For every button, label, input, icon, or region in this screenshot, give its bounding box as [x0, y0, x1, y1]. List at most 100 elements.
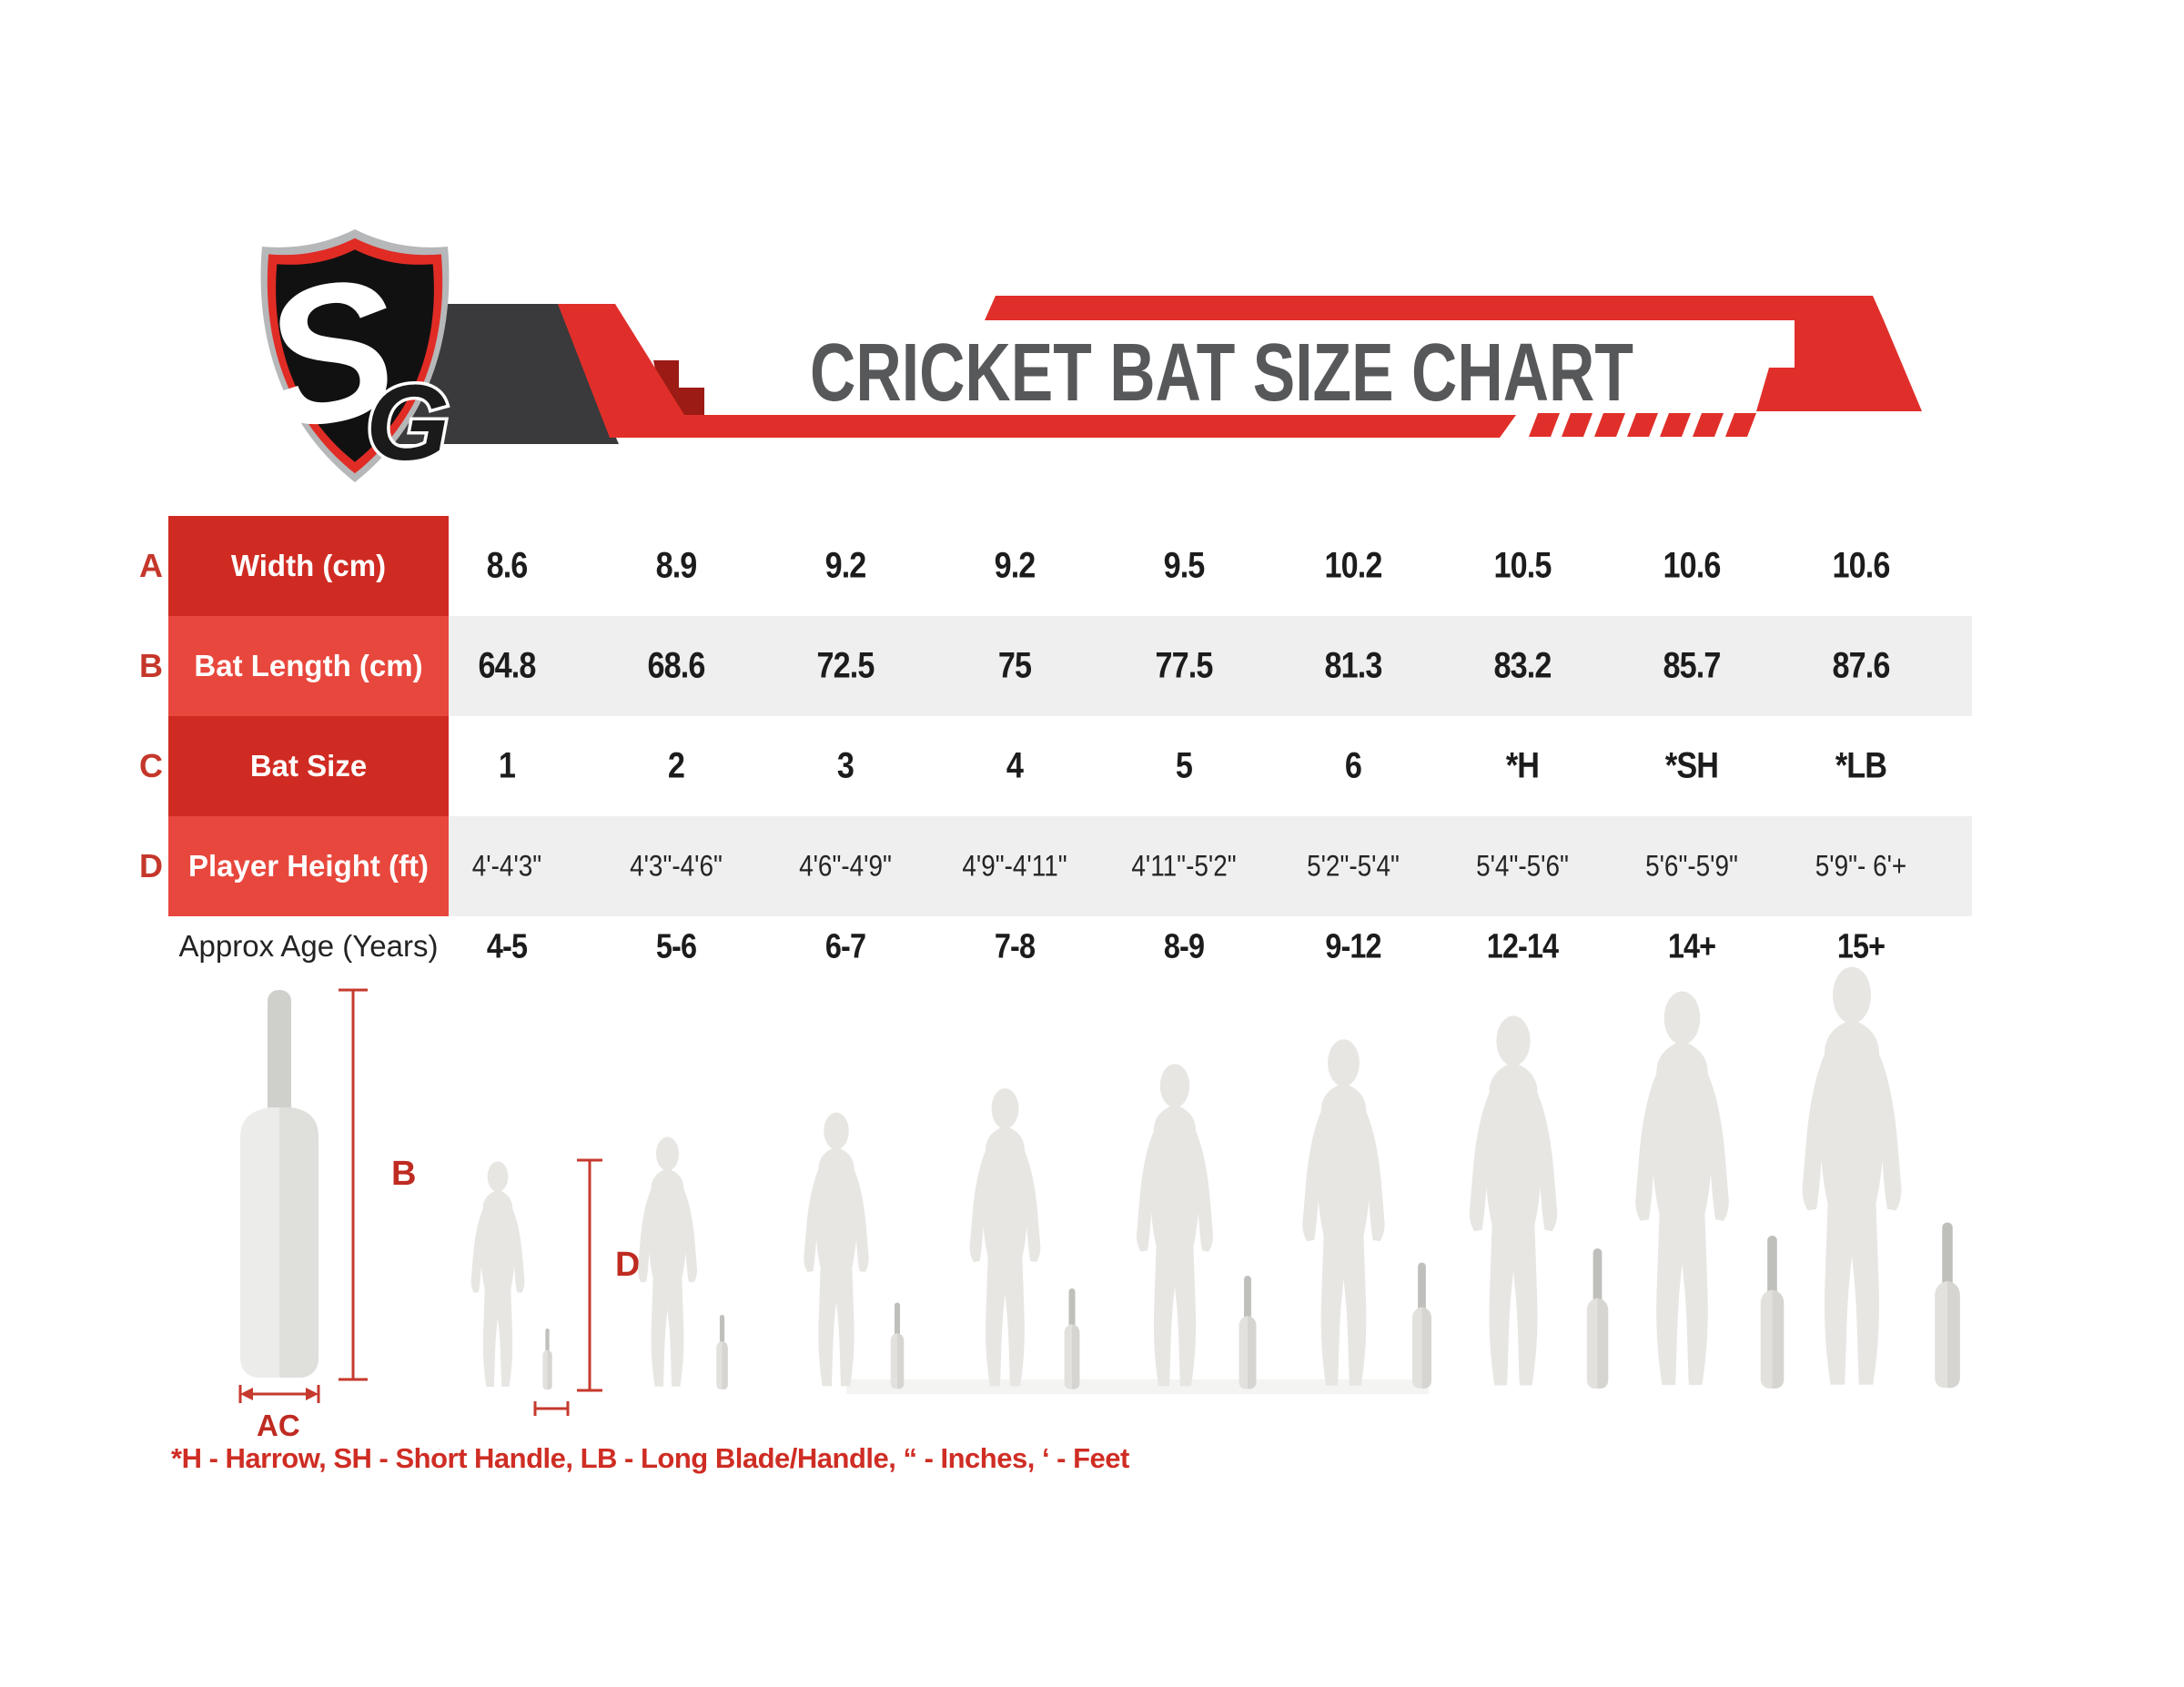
table-cell: 9.2 [824, 545, 867, 586]
table-cell: 1 [498, 745, 516, 786]
player-bat [716, 1315, 728, 1389]
table-cell: 83.2 [1493, 645, 1552, 686]
age-cell: 6-7 [824, 925, 866, 966]
age-cell: 5-6 [655, 925, 697, 966]
table-cell: *SH [1664, 745, 1719, 786]
row-header-width: Width (cm) [168, 516, 449, 616]
table-cell: 10.2 [1324, 545, 1383, 586]
page-title: CRICKET BAT SIZE CHART [810, 328, 1633, 419]
table-cell: 10.6 [1832, 545, 1891, 586]
player-bat [1760, 1236, 1785, 1389]
measure-b-line [339, 988, 368, 1381]
table-cell: 4'11"-5'2" [1131, 848, 1237, 884]
table-cell: 10.5 [1493, 545, 1552, 586]
banner-dark-block [391, 304, 619, 444]
player-figure [1802, 966, 1902, 1385]
measure-ac-label: AC [257, 1409, 300, 1442]
table-cell: 9.5 [1163, 545, 1206, 586]
age-cell: 8-9 [1163, 925, 1205, 966]
table-cell: 2 [667, 745, 685, 786]
player-bat [1412, 1262, 1431, 1389]
table-cell: 5'6"-5'9" [1645, 848, 1738, 884]
measure-d-line [577, 1158, 602, 1392]
bat-diagram: B AC D [238, 988, 640, 1442]
table-cell: 72.5 [816, 645, 875, 686]
banner-end-flag [1756, 320, 1922, 411]
logo-letter-s: S [249, 236, 410, 471]
player-figure [1302, 1039, 1385, 1386]
logo-shield-face [276, 249, 434, 462]
table-cell: 77.5 [1155, 645, 1214, 686]
player-figure [470, 1161, 525, 1388]
table-cell: 5'9"- 6'+ [1815, 848, 1907, 884]
row-letter-a: A [139, 547, 163, 584]
row-header-player-height: Player Height (ft) [168, 816, 449, 916]
player-bat [1935, 1222, 1960, 1389]
row-letter-d: D [139, 847, 163, 884]
measure-d-label: D [615, 1246, 640, 1284]
row-header-bat-length: Bat Length (cm) [168, 616, 449, 716]
table-cell: 5 [1175, 745, 1193, 786]
table-cell: 8.9 [655, 545, 698, 586]
ac-arrowhead-left [240, 1388, 253, 1400]
age-cell: 14+ [1667, 925, 1716, 966]
table-cell: 75 [997, 645, 1032, 686]
table-cell: 4'6"-4'9" [799, 848, 892, 884]
age-cell: 12-14 [1486, 925, 1559, 966]
table-cell: *LB [1835, 745, 1887, 786]
player-bat [890, 1302, 905, 1389]
measure-small-width [533, 1401, 570, 1416]
player-figure [637, 1136, 698, 1387]
row-band-bat-length [449, 616, 1972, 716]
player-bat [1239, 1276, 1257, 1389]
player-figure [1137, 1064, 1213, 1387]
table-cell: 64.8 [478, 645, 537, 686]
player-silhouettes [470, 966, 1960, 1390]
player-bat [542, 1328, 552, 1390]
table-cell: 85.7 [1663, 645, 1722, 686]
age-cell: 7-8 [994, 925, 1036, 966]
footnote: *H - Harrow, SH - Short Handle, LB - Lon… [171, 1442, 1129, 1474]
table-cell: 5'4"-5'6" [1476, 848, 1569, 884]
ground-shadow [846, 1379, 1429, 1394]
player-bat [1064, 1288, 1080, 1389]
age-cell: 15+ [1836, 925, 1886, 966]
player-figure [1469, 1015, 1558, 1386]
measure-b-label: B [391, 1155, 416, 1193]
table-cell: 5'2"-5'4" [1307, 848, 1400, 884]
table-cell: 8.6 [486, 545, 529, 586]
player-figure [804, 1112, 869, 1387]
player-figure [969, 1088, 1041, 1387]
banner-top-stripe [985, 296, 1884, 320]
row-band-player-height [449, 816, 1972, 916]
banner-dashes [1529, 413, 1756, 437]
row-letter-c: C [139, 747, 163, 784]
player-bat [1586, 1248, 1609, 1389]
row-letter-b: B [139, 647, 163, 684]
bat-handle [268, 990, 291, 1126]
table-cell: 4'9"-4'11" [962, 848, 1067, 884]
table-cell: 4 [1006, 745, 1024, 786]
title-banner: CRICKET BAT SIZE CHART [391, 296, 1922, 444]
sg-logo: S G [249, 229, 452, 487]
table-cell: 81.3 [1324, 645, 1383, 686]
age-cell: 4-5 [486, 925, 528, 966]
table-cell: 3 [836, 745, 854, 786]
table-cell: 68.6 [647, 645, 706, 686]
row-header-bat-size: Bat Size [168, 716, 449, 816]
player-figure [1635, 991, 1729, 1386]
bat-blade-shade [279, 1107, 318, 1378]
table-cell: 4'-4'3" [471, 848, 542, 884]
table-cell: *H [1505, 745, 1540, 786]
banner-bottom-ribbon [558, 304, 1516, 438]
table-cell: 87.6 [1832, 645, 1891, 686]
table-cell: 4'3"-4'6" [630, 848, 723, 884]
row-header-approx-age: Approx Age (Years) [178, 929, 439, 963]
logo-letter-g: G [366, 363, 450, 483]
age-cell: 9-12 [1325, 925, 1381, 966]
table-cell: 9.2 [994, 545, 1036, 586]
table-cell: 10.6 [1663, 545, 1722, 586]
table-cell: 6 [1344, 745, 1362, 786]
